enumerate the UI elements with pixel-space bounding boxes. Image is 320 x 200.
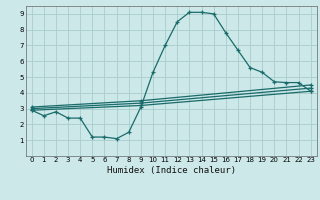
X-axis label: Humidex (Indice chaleur): Humidex (Indice chaleur) <box>107 166 236 175</box>
